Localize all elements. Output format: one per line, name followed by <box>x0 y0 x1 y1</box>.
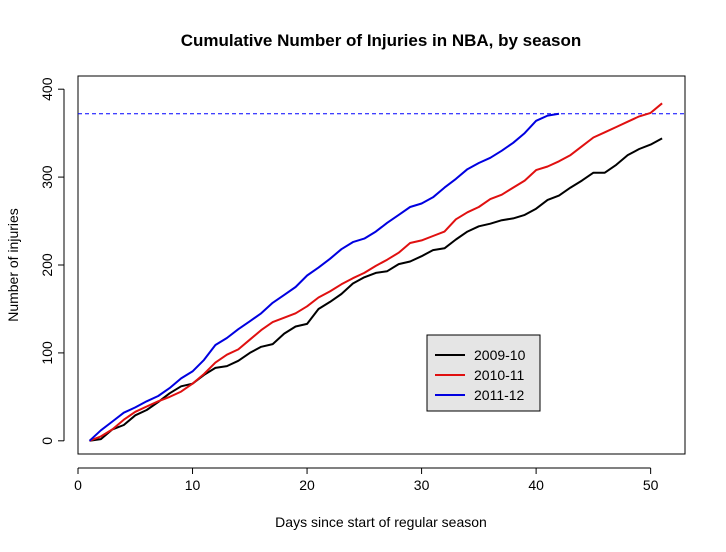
series-line-2010-11 <box>89 102 663 442</box>
x-axis-label: Days since start of regular season <box>275 514 487 530</box>
series-line-2009-10 <box>89 137 663 442</box>
y-axis: 0 100 200 300 400 <box>39 77 65 445</box>
x-axis: 0 10 20 30 40 50 <box>74 467 659 493</box>
y-tick-label: 0 <box>39 437 55 445</box>
x-tick-label: 50 <box>643 477 659 493</box>
x-tick-label: 10 <box>185 477 201 493</box>
x-tick-label: 30 <box>414 477 430 493</box>
x-tick-label: 0 <box>74 477 82 493</box>
legend-label-2011-12: 2011-12 <box>474 387 525 403</box>
y-tick-label: 400 <box>39 77 55 101</box>
legend-label-2009-10: 2009-10 <box>474 347 526 363</box>
chart-title: Cumulative Number of Injuries in NBA, by… <box>181 31 582 50</box>
legend-box <box>426 334 541 412</box>
y-tick-label: 200 <box>39 253 55 277</box>
x-tick-label: 40 <box>528 477 544 493</box>
series-line-2011-12 <box>88 112 560 442</box>
y-axis-label: Number of injuries <box>5 208 21 322</box>
plot-frame <box>77 75 686 455</box>
legend-label-2010-11: 2010-11 <box>474 367 525 383</box>
x-tick-label: 20 <box>299 477 315 493</box>
series-lines <box>88 102 663 442</box>
y-tick-label: 100 <box>39 341 55 365</box>
legend: 2009-10 2010-11 2011-12 <box>426 334 541 412</box>
y-tick-label: 300 <box>39 165 55 189</box>
